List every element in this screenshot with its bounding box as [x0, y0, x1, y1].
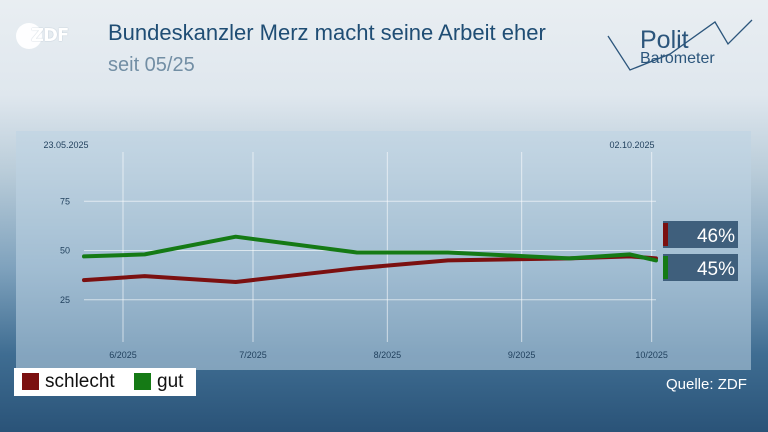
legend-swatch-gut — [134, 373, 151, 390]
x-tick-label-0: 6/2025 — [109, 350, 137, 360]
series-line-gut — [82, 234, 658, 263]
value-badge-bar-schlecht — [663, 223, 668, 246]
value-badge-bg-gut — [663, 254, 738, 281]
value-badge-gut: 45% — [697, 259, 735, 280]
zdf-logo: ZDF — [16, 22, 78, 52]
date-start-label: 23.05.2025 — [43, 140, 88, 150]
politbarometer-word-polit: Polit — [640, 26, 689, 54]
date-end-label: 02.10.2025 — [609, 140, 654, 150]
y-tick-label-75: 75 — [60, 196, 70, 206]
legend-label-schlecht: schlecht — [45, 371, 115, 392]
x-tick-label-2: 8/2025 — [374, 350, 402, 360]
chart-subtitle: seit 05/25 — [108, 54, 195, 76]
chart-legend: schlecht gut — [14, 368, 196, 396]
value-badge-schlecht: 46% — [697, 226, 735, 247]
politbarometer-logo: Polit Barometer — [600, 14, 760, 74]
x-tick-label-1: 7/2025 — [239, 350, 267, 360]
legend-label-gut: gut — [157, 371, 184, 392]
politbarometer-line-icon — [607, 19, 753, 71]
source-note: Quelle: ZDF — [666, 376, 747, 393]
y-tick-label-25: 25 — [60, 295, 70, 305]
value-badge-bg-schlecht — [663, 221, 738, 248]
x-tick-label-4: 10/2025 — [635, 350, 668, 360]
politbarometer-word-barometer: Barometer — [640, 50, 715, 67]
zdf-logo-text: ZDF — [31, 25, 69, 46]
legend-swatch-schlecht — [22, 373, 39, 390]
value-badge-bar-gut — [663, 256, 668, 279]
y-tick-label-50: 50 — [60, 246, 70, 256]
zdf-logo-circle — [16, 23, 42, 49]
x-tick-label-3: 9/2025 — [508, 350, 536, 360]
chart-title: Bundeskanzler Merz macht seine Arbeit eh… — [108, 20, 546, 45]
